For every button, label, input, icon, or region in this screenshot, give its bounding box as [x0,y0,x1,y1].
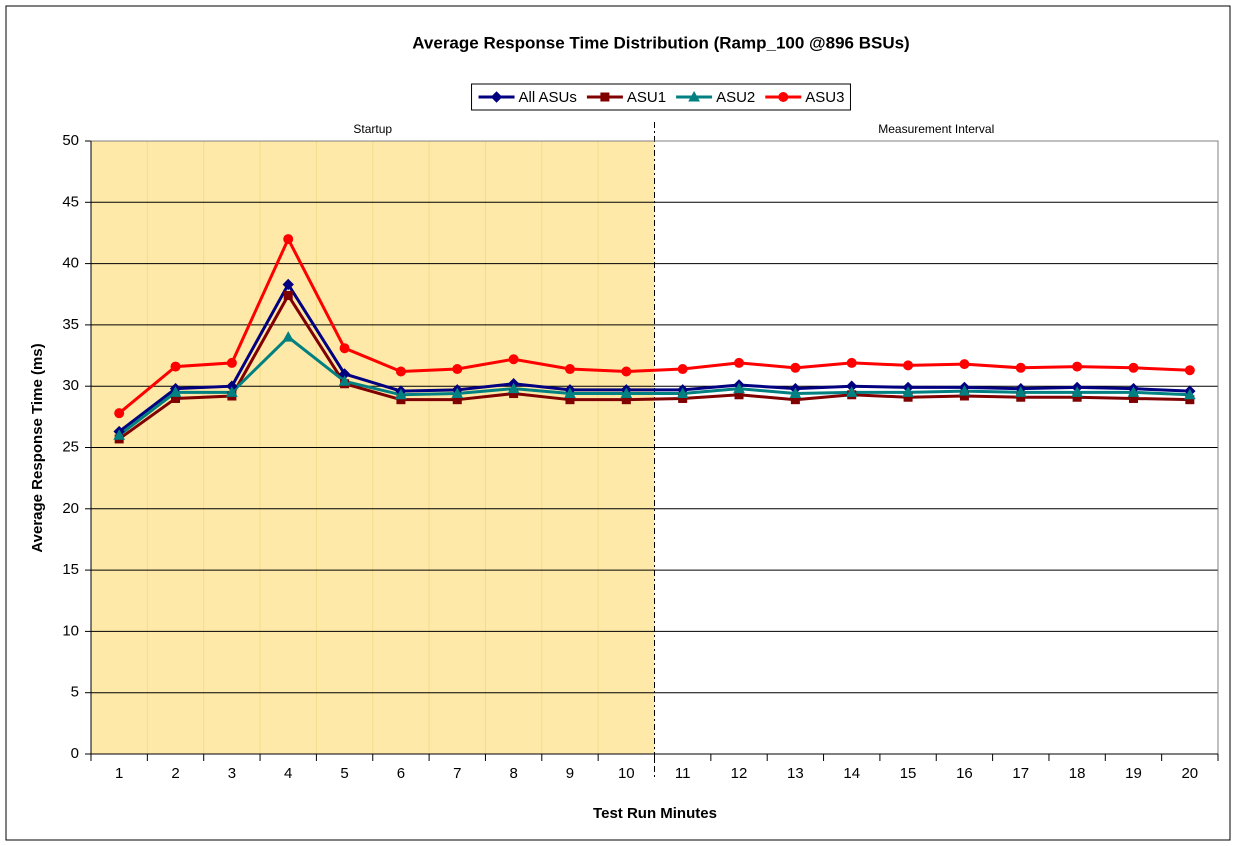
chart-title: Average Response Time Distribution (Ramp… [412,33,909,52]
y-tick-label: 50 [62,132,79,149]
marker [564,364,575,375]
marker [395,366,406,377]
series-line [118,235,1190,415]
x-tick-label: 10 [618,765,635,782]
x-tick-label: 11 [675,765,691,782]
marker [338,375,351,386]
x-tick-label: 17 [1012,765,1029,782]
marker [226,386,238,397]
y-axis-label: Average Response Time (ms) [29,343,46,552]
x-tick-label: 16 [956,765,973,782]
marker [507,382,520,394]
marker [789,387,802,399]
marker [621,366,632,377]
marker [1014,386,1027,397]
x-axis-label: Test Run Minutes [593,805,717,822]
marker [845,386,858,397]
y-tick-label: 0 [71,745,79,762]
marker [282,278,294,291]
marker [1184,365,1195,376]
marker [846,357,857,368]
marker [1128,362,1139,373]
legend: All ASUs ASU1 ASU2 ASU3 [471,83,851,111]
x-tick-label: 18 [1069,765,1086,782]
marker [1071,386,1083,397]
marker [282,331,295,342]
y-tick-label: 5 [71,684,79,701]
marker [734,357,745,368]
legend-label: ASU1 [627,89,666,106]
x-tick-label: 19 [1125,765,1142,782]
y-tick-label: 25 [62,438,79,455]
legend-label: ASU2 [716,89,755,106]
marker [958,385,971,396]
legend-marker [778,92,789,102]
x-tick-label: 20 [1181,765,1198,782]
marker [113,429,126,440]
x-tick-label: 15 [900,765,917,782]
region-label: Startup [353,122,392,136]
x-tick-label: 13 [787,765,804,782]
y-tick-label: 15 [62,561,79,578]
marker [170,361,181,372]
marker [169,386,182,397]
x-tick-label: 6 [397,765,405,782]
y-tick-label: 10 [62,622,79,639]
x-tick-label: 9 [566,765,574,782]
x-tick-label: 1 [115,765,123,782]
marker [114,408,125,419]
y-tick-label: 40 [62,255,79,272]
marker [339,343,350,354]
marker [283,290,293,300]
region-label: Measurement Interval [878,122,994,136]
marker [676,387,689,399]
marker [226,357,237,368]
x-tick-label: 7 [453,765,461,782]
x-tick-label: 5 [340,765,348,782]
y-tick-label: 30 [62,377,79,394]
series-line [118,335,1190,437]
x-tick-label: 4 [284,765,292,782]
marker [1127,386,1140,397]
marker [1015,362,1026,373]
marker [902,386,914,397]
x-tick-label: 14 [843,765,860,782]
marker [1072,361,1083,372]
legend-marker [490,91,503,103]
series-line [118,292,1190,441]
legend-label: ASU3 [805,89,844,106]
marker [452,364,463,375]
marker [620,387,633,399]
marker [451,387,464,399]
legend-marker [600,92,610,102]
x-tick-label: 2 [171,765,179,782]
marker [959,359,970,370]
legend-label: All ASUs [519,89,577,106]
x-tick-label: 3 [228,765,236,782]
y-tick-label: 45 [62,193,79,210]
marker [1183,388,1196,400]
series-line [118,281,1190,433]
legend-marker [688,90,700,102]
marker [903,360,914,371]
y-tick-label: 35 [62,316,79,333]
marker [283,234,294,245]
marker [564,387,576,399]
x-tick-label: 12 [731,765,748,782]
y-tick-label: 20 [62,500,79,517]
marker [677,364,688,375]
marker [790,362,801,373]
marker [733,382,745,394]
marker [508,354,519,365]
marker [395,388,407,400]
x-tick-label: 8 [509,765,517,782]
